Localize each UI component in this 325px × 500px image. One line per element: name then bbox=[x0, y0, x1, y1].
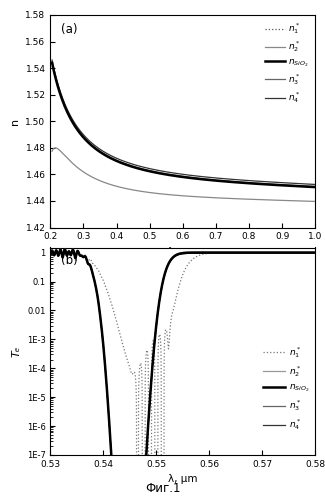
X-axis label: λ, µm: λ, µm bbox=[168, 247, 198, 257]
Y-axis label: Tₑ: Tₑ bbox=[11, 346, 21, 357]
Text: Фиг.1: Фиг.1 bbox=[145, 482, 180, 496]
Text: (a): (a) bbox=[61, 24, 77, 36]
Y-axis label: n: n bbox=[10, 118, 20, 125]
Text: (b): (b) bbox=[61, 254, 78, 266]
Legend: $n_1^*$, $n_2^*$, $n_{SiO_2}$, $n_3^*$, $n_4^*$: $n_1^*$, $n_2^*$, $n_{SiO_2}$, $n_3^*$, … bbox=[259, 341, 313, 436]
X-axis label: λ, µm: λ, µm bbox=[168, 474, 198, 484]
Legend: $n_1^*$, $n_2^*$, $n_{SiO_2}$, $n_3^*$, $n_4^*$: $n_1^*$, $n_2^*$, $n_{SiO_2}$, $n_3^*$, … bbox=[261, 18, 313, 109]
